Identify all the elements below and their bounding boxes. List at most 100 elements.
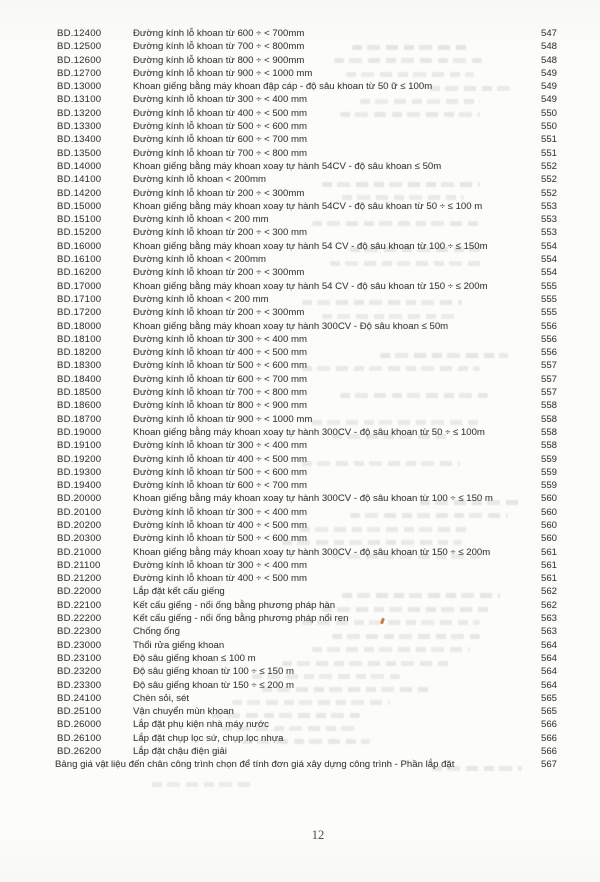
toc-row-title: Khoan giếng bằng máy khoan xoay tự hành …: [133, 493, 493, 505]
bleed-through-artifact: [312, 420, 480, 425]
toc-row: BD.24100 Chèn sỏi, sét 565: [57, 692, 557, 705]
bleed-through-artifact: [302, 461, 460, 466]
toc-row-code: BD.15100: [57, 214, 102, 226]
toc-row-code: BD.12600: [57, 54, 102, 66]
toc-row-code: BD.21200: [57, 573, 102, 585]
toc-row: BD.20300 Đường kính lỗ khoan từ 500 ÷ < …: [57, 532, 557, 545]
toc-row-code: BD.19100: [57, 440, 102, 452]
toc-row: BD.17000 Khoan giếng bằng máy khoan xoay…: [57, 280, 557, 293]
toc-row-code: BD.22100: [57, 599, 102, 611]
toc-row-page: 553: [540, 200, 557, 212]
toc-row-page: 567: [540, 759, 557, 771]
toc-row-code: BD.20200: [57, 519, 102, 531]
toc-row: BD.17100 Đường kính lỗ khoan < 200 mm 55…: [57, 293, 557, 306]
toc-row-page: 550: [540, 107, 557, 119]
toc-row-title: Đường kính lỗ khoan từ 400 ÷ < 500 mm: [133, 107, 307, 119]
toc-row: BD.16000 Khoan giếng bằng máy khoan xoay…: [57, 240, 557, 253]
toc-row-page: 558: [540, 440, 557, 452]
toc-row: BD.15200 Đường kính lỗ khoan từ 200 ÷ < …: [57, 226, 557, 239]
toc-row-title: Khoan giếng bằng máy khoan xoay tự hành …: [133, 160, 442, 172]
toc-row-title: Đường kính lỗ khoan từ 600 ÷ < 700 mm: [133, 134, 307, 146]
toc-row-title: Đường kính lỗ khoan từ 600 ÷ < 700 mm: [133, 373, 307, 385]
bleed-through-artifact: [312, 221, 480, 226]
bleed-through-artifact: [262, 687, 430, 692]
toc-row: BD.22100 Kết cấu giếng - nối ống bằng ph…: [57, 599, 557, 612]
toc-row-title: Đường kính lỗ khoan từ 600 ÷ < 700 mm: [133, 480, 307, 492]
toc-row-code: BD.19200: [57, 453, 102, 465]
toc-row-title: Đường kính lỗ khoan < 200mm: [133, 174, 266, 186]
toc-row-title: Đường kính lỗ khoan từ 700 ÷ < 800 mm: [133, 387, 307, 399]
toc-row-page: 558: [540, 400, 557, 412]
toc-row-code: BD.21000: [57, 546, 102, 558]
toc-row-page: 556: [540, 347, 557, 359]
toc-row-title: Đường kính lỗ khoan từ 200 ÷ < 300mm: [133, 187, 305, 199]
toc-row: BD.26100 Lắp đặt chụp lọc sứ, chụp lọc n…: [57, 732, 557, 745]
toc-row-page: 562: [540, 599, 557, 611]
toc-row-code: BD.13000: [57, 81, 102, 93]
toc-row-title: Đường kính lỗ khoan < 200 mm: [133, 293, 269, 305]
bleed-through-artifact: [322, 182, 480, 187]
toc-row-code: BD.18400: [57, 373, 102, 385]
toc-row-title: Kết cấu giếng - nối ống bằng phương pháp…: [133, 599, 336, 611]
toc-row-title: Đường kính lỗ khoan từ 300 ÷ < 400 mm: [133, 440, 307, 452]
bleed-through-artifact: [350, 247, 480, 252]
bleed-through-artifact: [420, 500, 520, 505]
toc-row-code: BD.15000: [57, 200, 102, 212]
toc-row-code: BD.17000: [57, 280, 102, 292]
toc-row-code: BD.20100: [57, 506, 102, 518]
toc-row: BD.16200 Đường kính lỗ khoan từ 200 ÷ < …: [57, 266, 557, 279]
toc-row-page: 549: [540, 81, 557, 93]
toc-row: BD.23200 Độ sâu giếng khoan từ 100 ÷ ≤ 1…: [57, 665, 557, 678]
toc-row: BD.20000 Khoan giếng bằng máy khoan xoay…: [57, 492, 557, 505]
toc-row-code: BD.13200: [57, 107, 102, 119]
bleed-through-artifact: [332, 634, 480, 639]
toc-row-page: 552: [540, 174, 557, 186]
toc-row-code: BD.19400: [57, 480, 102, 492]
toc-row-title: Đường kính lỗ khoan từ 800 ÷ < 900 mm: [133, 400, 307, 412]
toc-row-page: 559: [540, 466, 557, 478]
toc-row-page: 553: [540, 214, 557, 226]
toc-row-page: 557: [540, 387, 557, 399]
toc-row-page: 555: [540, 307, 557, 319]
toc-row-code: BD.26000: [57, 719, 102, 731]
toc-row-title: Đường kính lỗ khoan từ 500 ÷ < 600 mm: [133, 360, 307, 372]
toc-row-title: Đường kính lỗ khoan từ 300 ÷ < 400 mm: [133, 94, 307, 106]
toc-row-page: 554: [540, 267, 557, 279]
bleed-through-artifact: [332, 434, 452, 439]
toc-row-page: 560: [540, 519, 557, 531]
toc-row-page: 560: [540, 493, 557, 505]
toc-row-title: Bảng giá vật liệu đến chân công trình ch…: [55, 759, 455, 771]
toc-row-code: BD.13300: [57, 121, 102, 133]
toc-row-page: 560: [540, 506, 557, 518]
toc-row-code: BD.23000: [57, 639, 102, 651]
toc-row-code: BD.14200: [57, 187, 102, 199]
toc-row-title: Đường kính lỗ khoan từ 200 ÷ < 300 mm: [133, 227, 307, 239]
toc-row-title: Đường kính lỗ khoan từ 500 ÷ < 600 mm: [133, 533, 307, 545]
toc-row-code: BD.12700: [57, 67, 102, 79]
toc-row-page: 552: [540, 187, 557, 199]
toc-row: BD.13100 Đường kính lỗ khoan từ 300 ÷ < …: [57, 93, 557, 106]
toc-row-code: BD.14100: [57, 174, 102, 186]
toc-row-title: Độ sâu giếng khoan từ 100 ÷ ≤ 150 m: [133, 666, 294, 678]
bleed-through-artifact: [322, 314, 460, 319]
toc-row-page: 554: [540, 254, 557, 266]
toc-row-code: BD.15200: [57, 227, 102, 239]
toc-row-page: 560: [540, 533, 557, 545]
bleed-through-artifact: [340, 393, 488, 398]
toc-row-code: BD.26200: [57, 746, 102, 758]
toc-row: BD.18000 Khoan giếng bằng máy khoan xoay…: [57, 320, 557, 333]
toc-row-code: BD.13400: [57, 134, 102, 146]
toc-row-page: 563: [540, 613, 557, 625]
toc-row-page: 554: [540, 240, 557, 252]
toc-row-title: Khoan giếng bằng máy khoan xoay tự hành …: [133, 426, 485, 438]
toc-row-code: BD.13100: [57, 94, 102, 106]
toc-row-page: 561: [540, 546, 557, 558]
toc-row: Bảng giá vật liệu đến chân công trình ch…: [55, 758, 557, 771]
toc-row: BD.22300 Chống ống 563: [57, 625, 557, 638]
toc-row-title: Chèn sỏi, sét: [133, 692, 189, 704]
toc-row-title: Đường kính lỗ khoan từ 600 ÷ < 700mm: [133, 28, 305, 39]
toc-row-title: Đường kính lỗ khoan < 200mm: [133, 254, 266, 266]
toc-row: BD.18300 Đường kính lỗ khoan từ 500 ÷ < …: [57, 359, 557, 372]
toc-row-code: BD.18100: [57, 333, 102, 345]
bleed-through-artifact: [340, 112, 480, 117]
